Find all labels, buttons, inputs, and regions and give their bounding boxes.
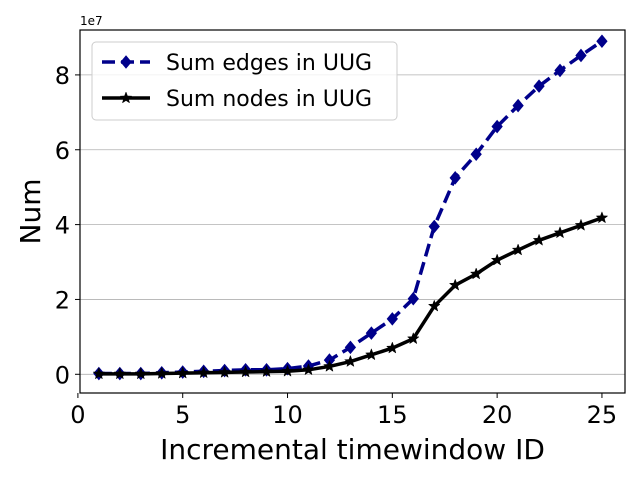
legend-entry: Sum nodes in UUG (102, 87, 372, 112)
x-tick-label: 5 (175, 401, 190, 429)
data-point (449, 171, 461, 185)
y-axis-label: Num (14, 179, 47, 245)
data-point (260, 364, 273, 378)
data-point (218, 365, 232, 378)
x-tick-label: 25 (587, 401, 618, 429)
data-point (176, 366, 190, 379)
data-point (448, 278, 462, 291)
y-tick-label: 4 (55, 212, 70, 240)
x-axis-label: Incremental timewindow ID (160, 433, 545, 466)
data-point (323, 359, 336, 372)
data-point (239, 365, 252, 378)
y-tick-label: 2 (55, 286, 70, 314)
data-point (470, 147, 482, 162)
axis-ticks: 0 5 10 15 20 25 0 2 4 6 8 (55, 62, 617, 429)
data-point (385, 341, 399, 354)
plot-area-frame (79, 29, 626, 394)
y-tick-label: 8 (55, 62, 70, 90)
legend-label: Sum edges in UUG (166, 51, 372, 76)
data-point (344, 354, 357, 367)
data-point (596, 34, 608, 49)
data-point (533, 79, 545, 93)
data-point (427, 299, 441, 312)
series-group (93, 34, 608, 381)
x-tick-label: 0 (70, 401, 85, 429)
data-point (281, 364, 294, 377)
data-point (406, 332, 420, 345)
data-point (512, 98, 524, 113)
x-tick-label: 15 (377, 401, 408, 429)
data-point (532, 233, 546, 246)
data-point (595, 211, 609, 224)
data-series (92, 34, 609, 381)
y-tick-label: 0 (55, 361, 70, 389)
legend-label: Sum nodes in UUG (166, 87, 372, 112)
data-point (491, 119, 503, 134)
data-point (92, 367, 106, 380)
data-point (155, 366, 169, 379)
legend-box (91, 41, 398, 121)
data-point (554, 63, 566, 78)
y-axis-offset-label: 1e7 (80, 14, 103, 28)
data-point (113, 367, 127, 380)
legend-entry: Sum edges in UUG (102, 51, 372, 76)
data-point (364, 348, 378, 361)
data-point (574, 218, 588, 231)
data-point (134, 367, 148, 380)
data-point (511, 243, 525, 256)
legend: Sum edges in UUG Sum nodes in UUG (91, 41, 398, 121)
legend-marker-swatch (119, 91, 133, 104)
data-point (490, 253, 504, 266)
y-tick-label: 6 (55, 137, 70, 165)
series-group (92, 211, 609, 380)
x-tick-label: 20 (482, 401, 513, 429)
x-tick-label: 10 (272, 401, 303, 429)
data-point (365, 326, 378, 340)
data-point (575, 48, 587, 63)
data-point (344, 340, 357, 355)
data-point (428, 219, 440, 234)
data-point (302, 363, 315, 376)
data-point (469, 267, 483, 280)
data-point (407, 291, 419, 306)
legend-marker-swatch (120, 55, 132, 69)
data-point (553, 226, 567, 239)
data-point (197, 366, 211, 379)
data-point (386, 312, 398, 326)
